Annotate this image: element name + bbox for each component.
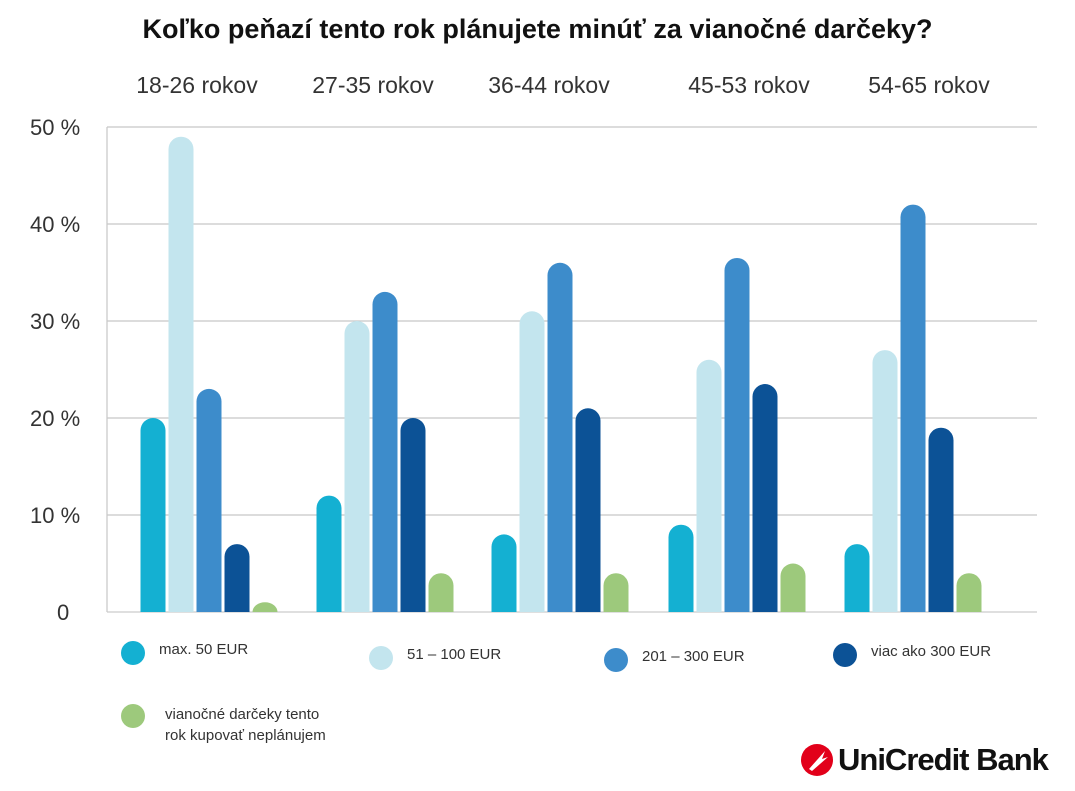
bar bbox=[872, 350, 898, 612]
bar bbox=[668, 524, 694, 612]
y-tick-label: 50 % bbox=[30, 115, 80, 140]
bar bbox=[956, 573, 982, 612]
bar bbox=[491, 534, 517, 612]
y-tick-label: 20 % bbox=[30, 406, 80, 431]
y-tick-label: 10 % bbox=[30, 503, 80, 528]
y-tick-label: 30 % bbox=[30, 309, 80, 334]
legend-item: 201 – 300 EUR bbox=[604, 648, 745, 672]
bar bbox=[780, 563, 806, 612]
legend-label: 201 – 300 EUR bbox=[642, 648, 745, 665]
unicredit-logo: UniCredit Bank bbox=[800, 742, 1049, 778]
legend-label: rok kupovať neplánujem bbox=[165, 727, 326, 744]
legend-item: max. 50 EUR bbox=[121, 641, 248, 665]
legend-label: max. 50 EUR bbox=[159, 641, 249, 658]
bar bbox=[252, 602, 278, 612]
bar bbox=[196, 388, 222, 612]
bar bbox=[316, 495, 342, 612]
bar bbox=[752, 384, 778, 612]
y-tick-label: 0 bbox=[57, 600, 69, 625]
bar bbox=[547, 262, 573, 612]
category-label: 27-35 rokov bbox=[312, 72, 434, 98]
legend-swatch-icon bbox=[369, 646, 393, 670]
bar bbox=[428, 573, 454, 612]
legend-label: 51 – 100 EUR bbox=[407, 646, 502, 663]
bar bbox=[372, 291, 398, 612]
bar bbox=[519, 311, 545, 612]
legend-swatch-icon bbox=[604, 648, 628, 672]
chart-title: Koľko peňazí tento rok plánujete minúť z… bbox=[142, 14, 933, 44]
bar bbox=[140, 417, 166, 612]
bar bbox=[400, 417, 426, 612]
bar bbox=[900, 204, 926, 612]
bar bbox=[928, 427, 954, 612]
legend-item: vianočné darčeky tento rok kupovať neplán… bbox=[121, 704, 326, 746]
category-label: 45-53 rokov bbox=[688, 72, 810, 98]
legend-swatch-icon bbox=[121, 704, 145, 728]
legend-item: viac ako 300 EUR bbox=[833, 643, 991, 667]
bar bbox=[603, 573, 629, 612]
unicredit-logo-icon bbox=[801, 744, 833, 776]
category-label: 36-44 rokov bbox=[488, 72, 610, 98]
brand-name: UniCredit Bank bbox=[838, 742, 1049, 777]
bar bbox=[575, 408, 601, 612]
y-tick-label: 40 % bbox=[30, 212, 80, 237]
bar bbox=[724, 257, 750, 612]
bar bbox=[844, 544, 870, 612]
legend-label: viac ako 300 EUR bbox=[871, 643, 992, 660]
bar bbox=[344, 321, 370, 612]
category-label: 54-65 rokov bbox=[868, 72, 990, 98]
bar-chart: 0 10 % 20 % 30 % 40 % 50 % bbox=[30, 115, 1037, 625]
bar bbox=[224, 544, 250, 612]
legend-label: vianočné darčeky tento bbox=[165, 706, 320, 723]
legend-swatch-icon bbox=[833, 643, 857, 667]
bar bbox=[168, 136, 194, 612]
bar bbox=[696, 359, 722, 612]
legend-swatch-icon bbox=[121, 641, 145, 665]
legend-item: 51 – 100 EUR bbox=[369, 646, 501, 670]
category-label: 18-26 rokov bbox=[136, 72, 258, 98]
